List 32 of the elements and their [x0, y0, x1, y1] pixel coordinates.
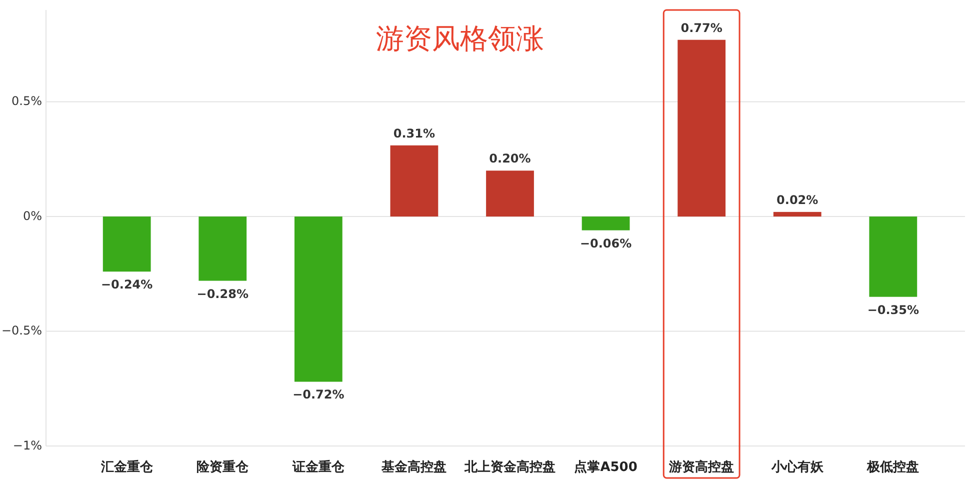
data-label: −0.35%: [867, 302, 919, 317]
x-tick-label: 极低控盘: [866, 460, 920, 475]
y-tick-label: 0.5%: [12, 94, 42, 108]
bar: [582, 216, 630, 230]
y-tick-label: −0.5%: [1, 324, 42, 338]
data-label: 0.77%: [680, 20, 722, 35]
data-label: −0.24%: [101, 278, 153, 292]
x-tick-label: 游资高控盘: [668, 459, 734, 475]
data-label: −0.72%: [292, 388, 344, 402]
x-tick-label: 点掌A500: [574, 459, 638, 475]
x-tick-label: 基金高控盘: [380, 459, 447, 475]
text: 游资风格领涨: [376, 22, 544, 55]
data-label: −0.28%: [196, 286, 248, 301]
data-label: 0.31%: [393, 126, 436, 140]
data-label: −0.06%: [580, 236, 632, 250]
x-tick-label: 小心有妖: [770, 459, 824, 475]
bar: [390, 145, 438, 217]
data-label: 0.02%: [776, 192, 818, 207]
bar: [678, 40, 726, 217]
y-tick-label: −1%: [12, 438, 42, 452]
bar: [869, 216, 918, 297]
bar: [294, 216, 342, 382]
x-tick-label: 北上资金高控盘: [464, 459, 556, 475]
bar: [773, 212, 822, 217]
bar: [102, 216, 151, 272]
x-tick-label: 汇金重仓: [100, 459, 154, 475]
bar: [198, 216, 247, 281]
x-tick-label: 证金重仓: [291, 459, 346, 475]
data-label: 0.20%: [489, 152, 531, 166]
y-tick-label: 0%: [22, 208, 42, 223]
bar: [486, 170, 534, 217]
x-tick-label: 险资重仓: [196, 459, 250, 475]
